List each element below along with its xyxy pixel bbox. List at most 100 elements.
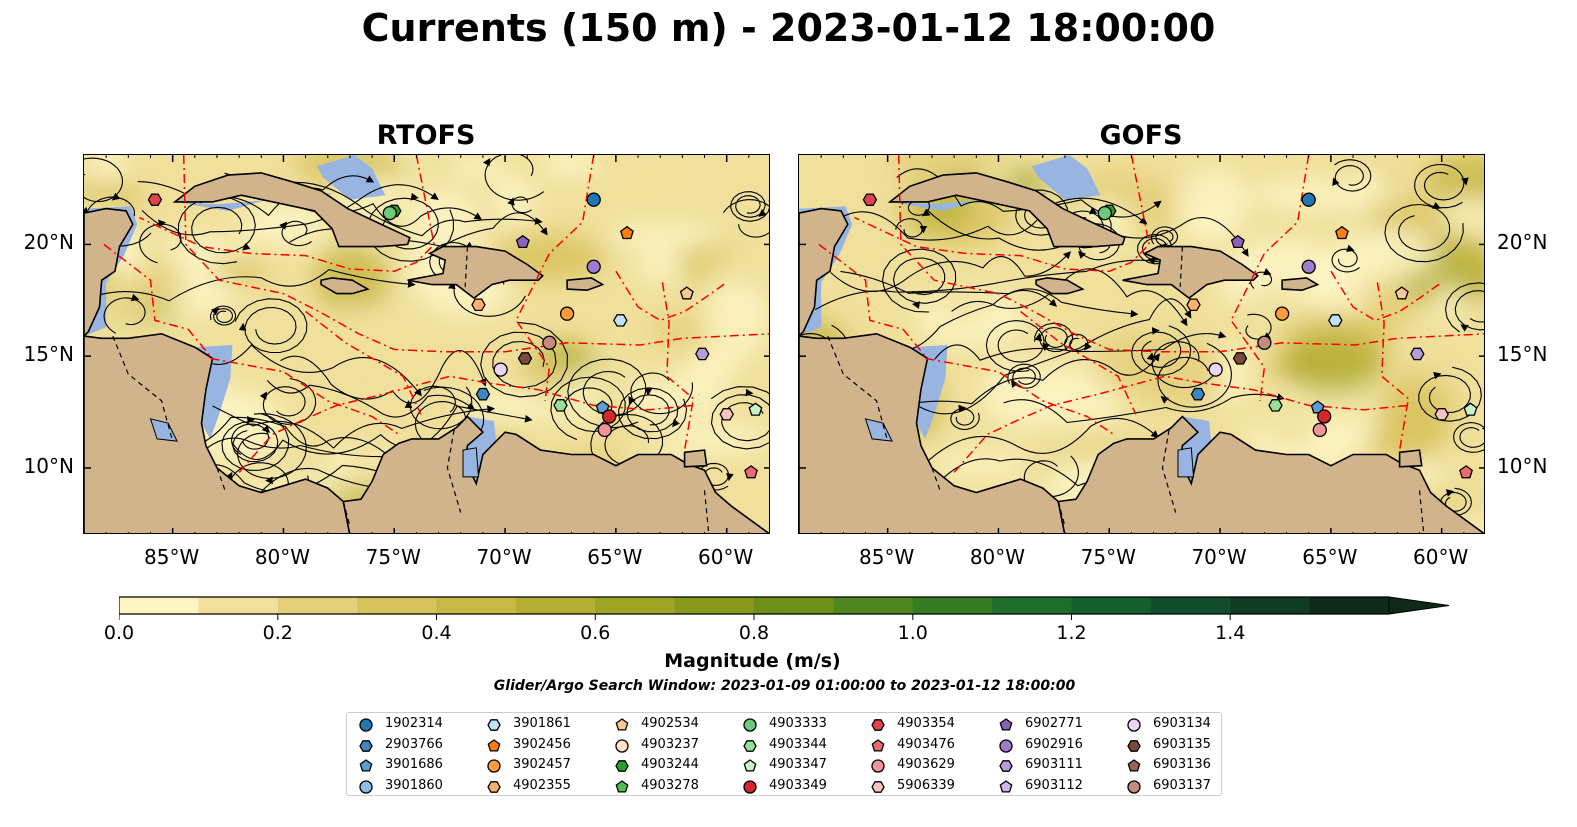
legend-label: 6902771 xyxy=(1025,716,1083,731)
colorbar-segment xyxy=(515,597,596,614)
legend-marker-icon xyxy=(359,780,373,794)
lon-tick-label: 70°W xyxy=(476,545,532,569)
legend-marker-icon xyxy=(615,779,629,793)
float-marker-3902457[interactable] xyxy=(559,306,575,321)
float-marker-6902771[interactable] xyxy=(515,234,530,249)
float-marker-6902771[interactable] xyxy=(1230,234,1245,249)
legend-marker-icon xyxy=(1127,718,1141,732)
float-marker-3901686[interactable] xyxy=(1310,400,1325,414)
float-marker-6903137[interactable] xyxy=(1257,335,1272,350)
float-marker-6902916[interactable] xyxy=(1301,259,1316,274)
float-marker-4903354[interactable] xyxy=(147,193,163,206)
lon-tick-label: 85°W xyxy=(144,545,200,569)
lake-maracaibo xyxy=(1177,447,1195,478)
legend-marker-icon xyxy=(871,738,885,752)
float-marker-5906339[interactable] xyxy=(719,408,734,421)
map-panel-gofs[interactable] xyxy=(798,154,1485,534)
colorbar-segment xyxy=(1150,597,1231,614)
float-marker-4903333[interactable] xyxy=(1097,205,1112,221)
float-marker-4903476[interactable] xyxy=(744,465,758,479)
float-marker-4903349[interactable] xyxy=(602,409,617,424)
legend-label: 4903347 xyxy=(769,757,827,773)
float-marker-4903344[interactable] xyxy=(1268,399,1283,412)
legend-label: 6903136 xyxy=(1153,757,1211,773)
float-marker-4903476[interactable] xyxy=(1459,465,1473,479)
float-marker-6903111[interactable] xyxy=(1410,347,1425,361)
land-central-america xyxy=(799,332,1066,533)
legend-label: 6903135 xyxy=(1153,736,1211,752)
float-marker-3901861[interactable] xyxy=(613,314,628,327)
land-puerto-rico xyxy=(1281,277,1320,292)
legend-label: 4902355 xyxy=(513,777,571,793)
land-hispaniola xyxy=(1122,245,1259,300)
legend-label: 6903111 xyxy=(1025,757,1083,773)
legend-label: 1902314 xyxy=(385,716,443,731)
legend-label: 3901861 xyxy=(513,716,571,731)
legend-label: 3902456 xyxy=(513,736,571,752)
colorbar-tick-label: 0.2 xyxy=(262,622,293,644)
float-marker-1902314[interactable] xyxy=(1301,192,1316,207)
legend-label: 2903766 xyxy=(385,736,443,752)
float-marker-4902355[interactable] xyxy=(1186,298,1201,312)
float-marker-2903766[interactable] xyxy=(1190,387,1206,401)
float-marker-4903354[interactable] xyxy=(862,193,878,206)
lon-tick-label: 65°W xyxy=(587,545,643,569)
float-marker-6903135[interactable] xyxy=(1232,352,1248,365)
legend-marker-icon xyxy=(1127,780,1141,794)
legend-label: 4903476 xyxy=(897,736,955,752)
lon-tick-label: 80°W xyxy=(254,545,311,569)
legend-marker-icon xyxy=(1127,759,1141,772)
float-marker-3901861[interactable] xyxy=(1328,314,1343,327)
float-marker-4902534[interactable] xyxy=(1394,286,1409,300)
lon-tick-label: 85°W xyxy=(859,545,915,569)
float-marker-6903111[interactable] xyxy=(695,347,710,361)
land-hispaniola xyxy=(407,245,544,300)
legend-marker-icon xyxy=(999,779,1013,793)
float-marker-5906339[interactable] xyxy=(1434,408,1449,421)
float-marker-4903347[interactable] xyxy=(1463,402,1478,416)
eez-boundaries xyxy=(818,155,1484,473)
float-marker-4902534[interactable] xyxy=(679,286,694,300)
colorbar-segment xyxy=(912,597,993,614)
float-marker-4903629[interactable] xyxy=(1312,422,1327,438)
colorbar-tick-label: 1.2 xyxy=(1056,622,1087,644)
legend-marker-icon xyxy=(487,738,501,752)
legend-label: 6903137 xyxy=(1153,777,1211,793)
legend-marker-icon xyxy=(999,738,1013,753)
legend-label: 4903244 xyxy=(641,757,699,773)
float-marker-3902456[interactable] xyxy=(620,225,634,240)
float-marker-4903344[interactable] xyxy=(553,399,568,412)
legend-marker-icon xyxy=(743,739,757,752)
float-marker-6903134[interactable] xyxy=(493,362,508,377)
float-marker-1902314[interactable] xyxy=(586,192,601,207)
float-marker-6902916[interactable] xyxy=(586,259,601,274)
float-marker-3902457[interactable] xyxy=(1274,306,1290,321)
legend-label: 6903134 xyxy=(1153,716,1211,731)
float-marker-2903766[interactable] xyxy=(475,387,491,401)
colorbar-segment xyxy=(754,597,834,614)
legend-marker-icon xyxy=(359,718,373,732)
colorbar-segment xyxy=(1309,597,1390,614)
float-marker-6903134[interactable] xyxy=(1208,362,1223,377)
lake-nicaragua xyxy=(864,418,893,442)
land-central-america xyxy=(84,332,351,533)
colorbar-segment xyxy=(277,597,358,614)
float-marker-4902355[interactable] xyxy=(471,298,486,312)
legend-label: 4903629 xyxy=(897,757,955,773)
legend-label: 4902534 xyxy=(641,716,699,731)
legend-label: 5906339 xyxy=(897,777,955,793)
float-marker-3901686[interactable] xyxy=(595,400,610,414)
float-marker-4903347[interactable] xyxy=(748,402,763,416)
float-marker-4903349[interactable] xyxy=(1317,409,1332,424)
legend-label: 3901860 xyxy=(385,777,443,793)
legend-label: 4903349 xyxy=(769,777,827,793)
float-marker-3902456[interactable] xyxy=(1335,225,1349,240)
legend-marker-icon xyxy=(871,780,885,793)
float-marker-4903333[interactable] xyxy=(382,205,397,221)
float-marker-4903629[interactable] xyxy=(597,422,612,438)
map-panel-rtofs[interactable] xyxy=(83,154,770,534)
legend-label: 4903278 xyxy=(641,777,699,793)
legend-marker-icon xyxy=(359,759,373,772)
float-marker-6903137[interactable] xyxy=(542,335,557,350)
float-marker-6903135[interactable] xyxy=(517,352,533,365)
